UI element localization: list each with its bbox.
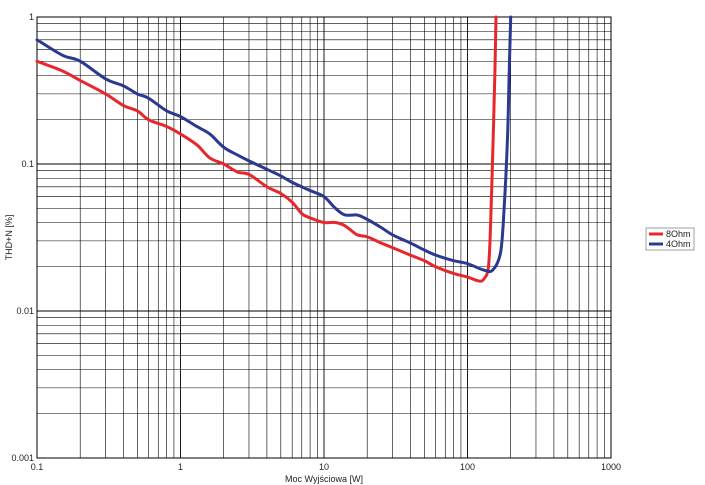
x-tick-label: 0.1 [31, 462, 44, 472]
x-axis-label: Moc Wyjściowa [W] [285, 474, 363, 484]
x-tick-label: 1 [178, 462, 183, 472]
y-tick-label: 1 [29, 12, 34, 22]
series-line-8ohm [35, 15, 498, 283]
plot-frame [36, 16, 612, 459]
series-line-4ohm [35, 15, 513, 274]
x-tick-label: 10 [319, 462, 329, 472]
legend-label-4ohm: 4Ohm [666, 239, 691, 249]
y-axis-label: THD+N [%] [4, 215, 14, 261]
legend-label-8ohm: 8Ohm [666, 229, 691, 239]
x-tick-label: 100 [460, 462, 475, 472]
y-tick-label: 0.01 [16, 306, 34, 316]
x-tick-label: 1000 [601, 462, 621, 472]
legend: 8Ohm 4Ohm [645, 227, 695, 251]
grid [36, 17, 611, 459]
series-layer [35, 15, 513, 283]
y-tick-label: 0.001 [11, 453, 34, 463]
tick-labels: 0.1 1 10 100 1000 0.001 0.01 0.1 1 [11, 12, 621, 472]
y-tick-label: 0.1 [21, 159, 34, 169]
